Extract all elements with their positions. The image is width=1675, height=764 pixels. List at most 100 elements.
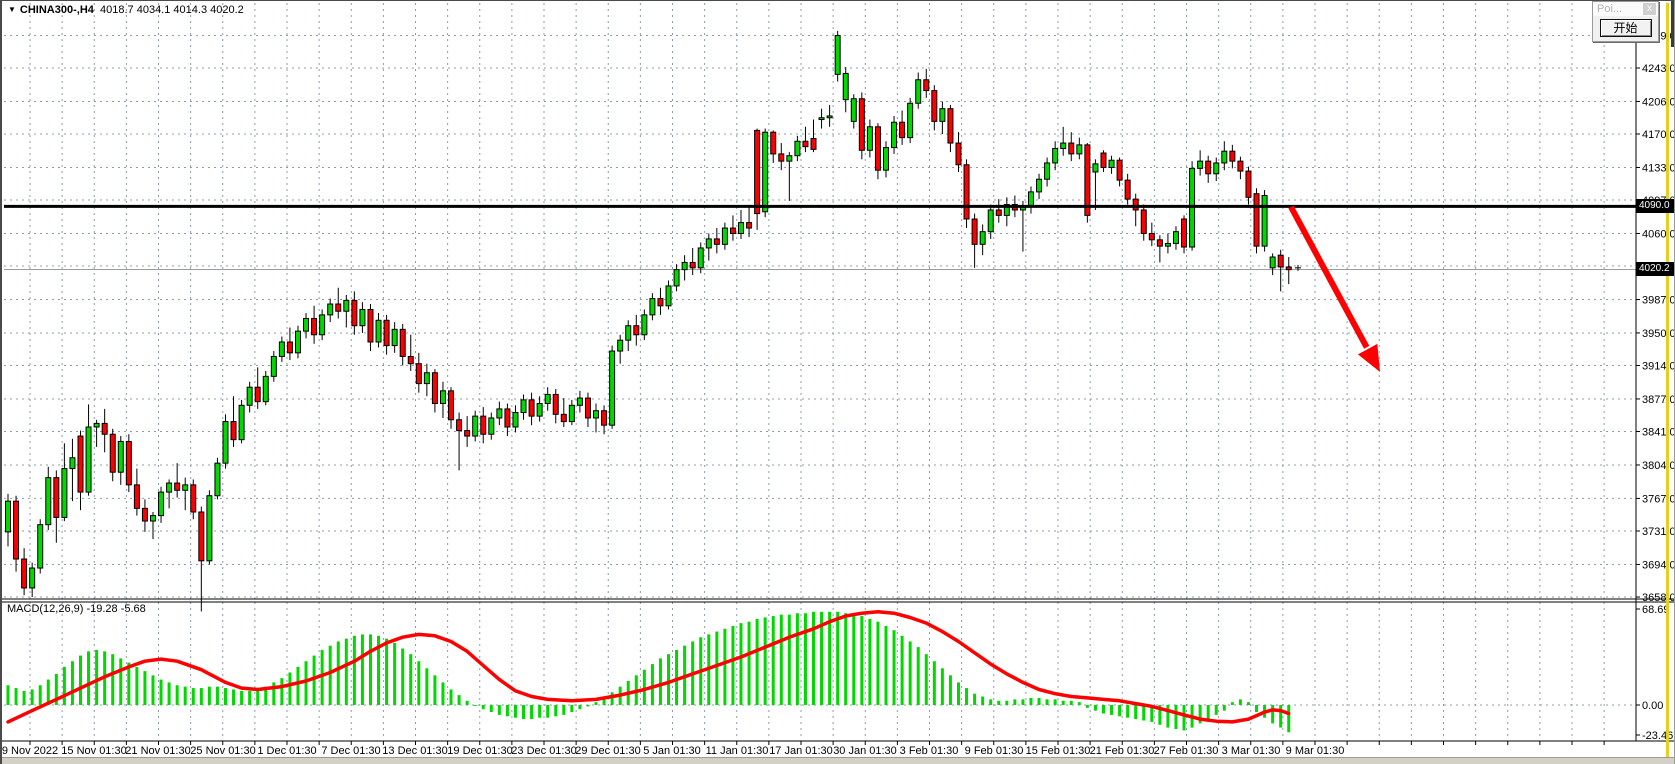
macd-histogram-bar [828, 611, 832, 705]
macd-histogram-bar [981, 696, 985, 705]
close-icon[interactable]: x [1643, 3, 1656, 15]
candle-body [141, 507, 148, 522]
symbol-dropdown-icon[interactable]: ▼ [8, 5, 16, 14]
candle-body [1229, 150, 1236, 162]
macd-histogram-bar [1085, 705, 1089, 708]
candle-body [254, 386, 261, 403]
macd-histogram-bar [956, 682, 960, 705]
macd-histogram-bar [715, 631, 719, 705]
candle-body [947, 108, 954, 144]
macd-histogram-bar [95, 649, 99, 705]
candle-body [1164, 242, 1171, 247]
price-tick-label: 4206.0 [1642, 96, 1675, 108]
candle-body [375, 319, 382, 343]
hline-price-badge: 4090.0 [1636, 199, 1674, 214]
macd-histogram-bar [336, 641, 340, 705]
candle-body [641, 314, 648, 336]
macd-histogram-bar [820, 611, 824, 705]
candle-body [343, 299, 350, 312]
candle-body [1076, 144, 1083, 155]
candle-body [818, 117, 825, 121]
candle-body [77, 435, 84, 493]
candle-body [504, 408, 511, 428]
price-tick-label: 3658.0 [1642, 592, 1675, 604]
macd-histogram-bar [771, 616, 775, 705]
popup-titlebar[interactable]: Poi... x [1593, 2, 1658, 16]
time-axis-label: 25 Nov 01:30 [190, 745, 255, 757]
macd-histogram-bar [650, 664, 654, 705]
macd-histogram-bar [1077, 702, 1081, 705]
candle-body [1052, 147, 1059, 164]
candle-body [1044, 162, 1051, 180]
time-axis-label: 5 Jan 01:30 [643, 745, 701, 757]
macd-histogram-bar [449, 689, 453, 705]
macd-histogram-bar [594, 702, 598, 705]
candle-body [721, 227, 728, 245]
candle-body [488, 417, 495, 435]
candle-body [882, 147, 889, 171]
candle-body [1132, 198, 1139, 211]
candle-body [923, 79, 930, 92]
candle-body [762, 131, 769, 213]
macd-histogram-bar [409, 654, 413, 705]
macd-histogram-bar [1271, 705, 1275, 724]
macd-histogram-bar [916, 647, 920, 705]
candle-body [319, 314, 326, 336]
macd-histogram-bar [812, 611, 815, 705]
macd-histogram-bar [264, 686, 268, 705]
macd-histogram-bar [223, 688, 227, 705]
candle-body [907, 102, 914, 139]
macd-histogram-bar [30, 689, 34, 705]
start-button[interactable]: 开始 [1599, 19, 1652, 37]
macd-histogram-bar [1222, 705, 1226, 711]
macd-histogram-bar [296, 666, 300, 705]
candle-body [5, 500, 11, 533]
price-tick-label: 4243.0 [1642, 63, 1675, 75]
macd-histogram-bar [787, 614, 791, 705]
macd-histogram-bar [111, 654, 115, 705]
macd-histogram-bar [62, 666, 66, 705]
time-axis-label: 19 Dec 01:30 [447, 745, 512, 757]
candle-body [1003, 204, 1010, 216]
macd-histogram-bar [505, 705, 509, 717]
candle-body [891, 121, 898, 149]
time-axis-label: 9 Nov 2022 [2, 745, 58, 757]
macd-histogram-bar [586, 705, 590, 707]
macd-histogram-bar [1134, 705, 1138, 720]
trend-arrow-shaft [1288, 205, 1370, 349]
candle-body [327, 303, 334, 316]
macd-histogram-bar [1174, 705, 1178, 730]
candle-body [294, 330, 301, 354]
candle-body [649, 298, 656, 316]
candle-body [568, 404, 575, 423]
macd-histogram-bar [860, 616, 864, 705]
candle-body [528, 399, 535, 417]
candle-body [1036, 178, 1043, 193]
window-corner [1671, 1, 1674, 47]
candle-body [633, 325, 640, 336]
macd-histogram-bar [46, 679, 50, 705]
time-axis-label: 9 Mar 01:30 [1286, 745, 1345, 757]
candle-body [617, 339, 624, 352]
price-tick-label: 3804.0 [1642, 460, 1675, 472]
macd-histogram-bar [989, 699, 993, 705]
macd-histogram-bar [948, 675, 952, 705]
time-axis-label: 7 Dec 01:30 [321, 745, 380, 757]
candle-body [415, 363, 422, 385]
candle-body [69, 457, 76, 470]
macd-indicator-label: MACD(12,26,9) -19.28 -5.68 [7, 603, 146, 615]
candle-body [85, 426, 92, 493]
candle-body [1181, 218, 1188, 248]
macd-histogram-bar [312, 655, 316, 705]
time-axis-label: 21 Nov 01:30 [125, 745, 190, 757]
candle-body [1156, 239, 1163, 247]
macd-histogram-bar [207, 686, 211, 705]
candle-body [1261, 195, 1268, 247]
macd-histogram-bar [248, 690, 252, 705]
macd-histogram-bar [151, 675, 155, 705]
candle-body [21, 558, 28, 589]
candle-body [939, 108, 946, 122]
macd-histogram-bar [54, 673, 58, 705]
price-tick-label: 4170.0 [1642, 129, 1675, 141]
